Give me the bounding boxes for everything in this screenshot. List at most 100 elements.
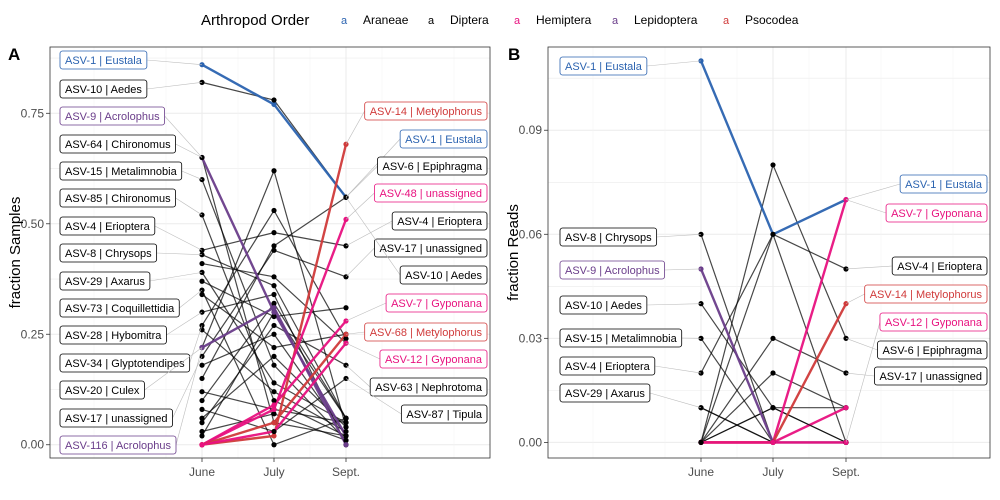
label-asv-20-culex-left: ASV-20 | Culex [59,347,203,400]
x-tick-label-july: July [762,465,783,479]
point-asv-87-tipula-june [199,406,205,412]
label-text: ASV-4 | Erioptera [65,221,151,233]
series-points [698,58,849,445]
label-text: ASV-10 | Aedes [565,300,642,312]
point-asv-63-nephrotoma-july [271,322,277,329]
label-box [399,129,488,149]
label-box [59,161,183,181]
x-tick-label-june: June [688,465,714,479]
x-tick-label-sept: Sept. [832,465,860,479]
label-box [59,79,148,99]
label-text: ASV-87 | Tipula [406,409,483,421]
label-asv-34-glyptotendipes-left: ASV-34 | Glyptotendipes [59,325,203,373]
label-asv-17-unassigned-left: ASV-17 | unassigned [59,356,203,428]
y-tick-label: 0.03 [519,331,543,345]
point-asv-48-unassigned-july [271,406,277,412]
label-asv-6-epiphragma-right: ASV-6 | Epiphragma [345,156,488,198]
legend-key: a [723,15,730,27]
point-extra-8-july [271,411,277,417]
x-tick-label-june: June [189,465,215,479]
label-text: ASV-29 | Axarus [565,388,645,400]
series-labels: ASV-1 | Eustala ASV-8 | Chrysops ASV-9 | A… [559,56,988,443]
label-leader [345,302,387,322]
point-asv-6-epiphragma-july [770,162,776,168]
legend-label: Psocodea [745,13,799,27]
label-leader [345,138,401,198]
label-text: ASV-7 | Gyponana [891,208,983,220]
label-leader [181,170,203,180]
point-asv-73-coquillettidia-sept [343,415,349,421]
point-extra-1-july [770,370,776,376]
point-asv-73-coquillettidia-july [271,442,277,448]
label-leader [656,233,702,238]
label-box [864,284,988,304]
y-axis: 0.00 0.25 0.50 0.75 fraction Samples [7,106,50,452]
point-asv-29-axarus-july [271,380,277,386]
label-box [559,295,648,315]
label-leader [146,82,203,90]
series-points [199,62,349,448]
point-asv-85-chironomus-sept [343,433,349,439]
point-extra-3-july [271,389,277,395]
label-asv-1-eustala-left: ASV-1 | Eustala [559,56,702,76]
series-labels: ASV-1 | Eustala ASV-10 | Aedes ASV-9 | Acr… [59,50,488,455]
point-asv-12-gyponana-june [199,442,205,448]
label-box [400,404,488,424]
point-extra-5-june [199,389,205,395]
panel-a: 0.00 0.25 0.50 0.75 fraction Samples June July… [7,45,491,479]
point-asv-17-unassigned-july [271,247,277,253]
label-box [59,298,180,318]
label-leader [179,289,203,309]
point-asv-28-hybomitra-july [271,291,277,298]
point-asv-7-gyponana-july [271,402,277,408]
label-text: ASV-7 | Gyponana [391,298,483,310]
label-leader [345,364,371,388]
label-text: ASV-15 | Metalimnobia [565,333,678,345]
x-tick-label-july: July [263,465,284,479]
panel-letter: A [8,45,20,64]
label-text: ASV-1 | Eustala [65,55,143,67]
point-extra-7-june [199,415,205,421]
label-asv-29-axarus-left: ASV-29 | Axarus [59,271,203,291]
point-asv-34-glyptotendipes-sept [343,336,349,342]
y-axis: 0.00 0.03 0.06 0.09 fraction Reads [505,123,548,449]
label-text: ASV-15 | Metalimnobia [65,166,178,178]
label-text: ASV-4 | Erioptera [897,261,983,273]
y-tick-label: 0.00 [519,435,543,449]
label-text: ASV-14 | Metylophorus [870,289,983,301]
label-box [377,156,488,176]
y-axis-title: fraction Reads [505,204,522,301]
label-text: ASV-6 | Epiphragma [883,345,983,357]
label-leader [189,325,203,364]
legend-item-lepidoptera: a Lepidoptera [612,13,698,27]
point-asv-17-unassigned-june [698,439,704,445]
legend-key: a [428,15,435,27]
label-leader [845,199,887,214]
point-asv-17-unassigned-july [770,335,776,341]
label-asv-8-chrysops-left: ASV-8 | Chrysops [559,227,702,247]
label-leader [845,183,901,200]
point-extra-2-july [271,344,277,351]
panel-b: 0.00 0.03 0.06 0.09 fraction Reads June July Se… [505,45,991,479]
label-leader [175,143,203,158]
label-asv-14-metylophorus-right: ASV-14 | Metylophorus [345,101,488,145]
label-box [59,380,145,400]
label-leader [646,303,702,306]
legend-label: Lepidoptera [634,13,698,27]
legend-item-psocodea: a Psocodea [723,13,799,27]
legend-key: a [514,15,521,27]
label-text: ASV-17 | unassigned [65,413,168,425]
point-extra-3-sept [343,428,349,435]
label-box [59,216,156,236]
point-asv-15-metalimnobia-sept [343,437,349,443]
label-asv-12-gyponana-right: ASV-12 | Gyponana [345,342,488,369]
point-asv-14-metylophorus-july [271,433,277,439]
label-box [879,312,988,332]
legend-item-araneae: a Araneae [341,13,409,27]
legend-label: Diptera [450,13,489,27]
label-box [379,349,488,369]
label-leader [345,342,381,360]
label-asv-1-eustala-right: ASV-1 | Eustala [345,129,488,198]
label-asv-29-axarus-left: ASV-29 | Axarus [559,383,702,408]
